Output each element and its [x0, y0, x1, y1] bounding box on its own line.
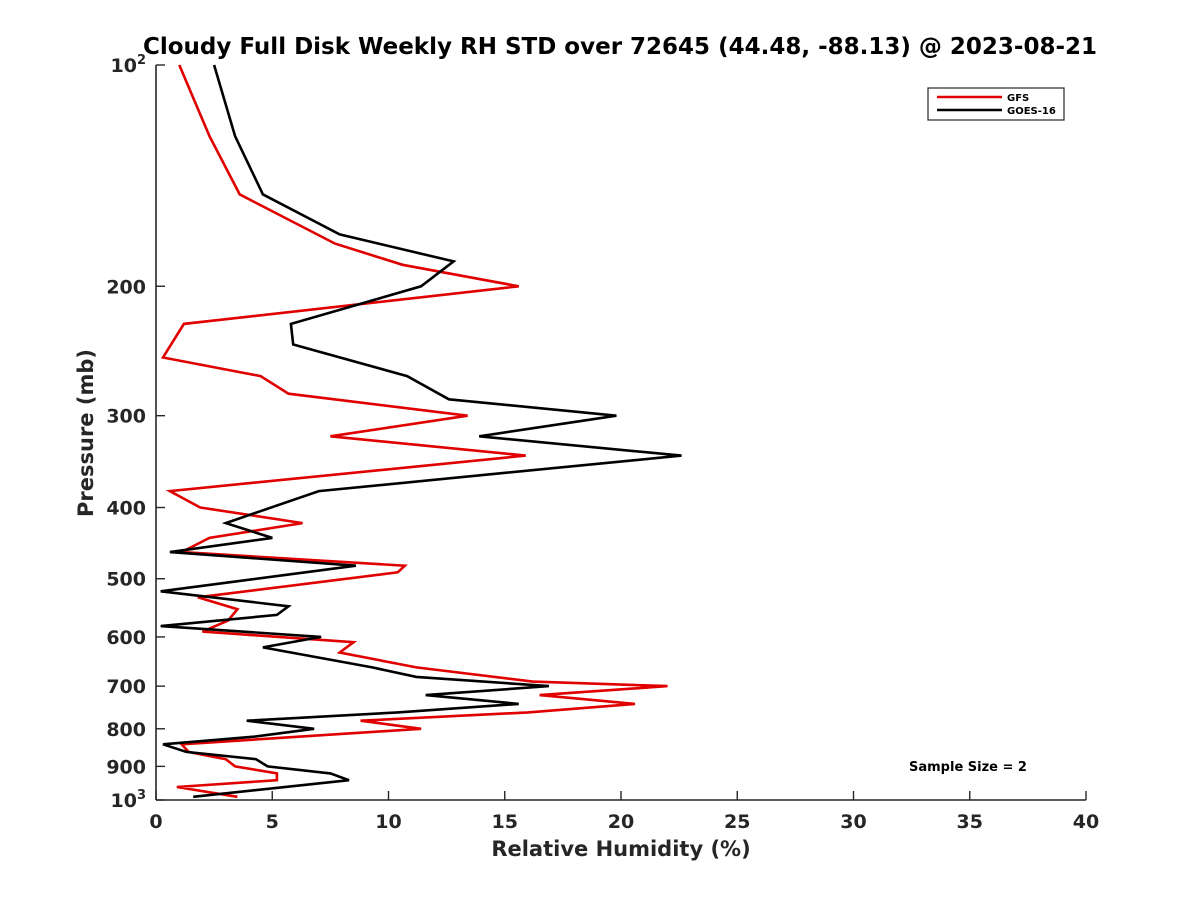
- y-tick-label: 300: [106, 406, 146, 428]
- y-tick-label: 103: [111, 788, 147, 812]
- x-tick-label: 20: [608, 811, 634, 833]
- series-line-goes16: [161, 65, 682, 797]
- y-tick-label: 102: [111, 53, 147, 77]
- x-tick-label: 30: [840, 811, 866, 833]
- legend-label-goes16: GOES-16: [1007, 106, 1056, 117]
- x-ticks: 0 5 10 15 20 25 30 35 40: [149, 791, 1099, 833]
- legend: GFS GOES-16: [928, 88, 1064, 120]
- series-lines: [161, 65, 682, 797]
- y-tick-label: 500: [106, 569, 146, 591]
- series-line-gfs: [163, 65, 668, 797]
- y-tick-label: 700: [106, 676, 146, 698]
- legend-label-gfs: GFS: [1007, 93, 1029, 104]
- y-tick-label: 200: [106, 276, 146, 298]
- y-tick-label: 900: [106, 756, 146, 778]
- y-tick-label: 800: [106, 719, 146, 741]
- y-axis-label: Pressure (mb): [74, 349, 98, 517]
- y-tick-label: 600: [106, 627, 146, 649]
- x-tick-label: 0: [149, 811, 162, 833]
- x-tick-label: 25: [724, 811, 750, 833]
- x-tick-label: 15: [492, 811, 518, 833]
- y-tick-label: 400: [106, 498, 146, 520]
- x-tick-label: 5: [266, 811, 279, 833]
- x-tick-label: 40: [1073, 811, 1099, 833]
- plot-area: 0 5 10 15 20 25 30 35 40 102 200 300 400 500 600 700 80…: [106, 53, 1099, 833]
- x-tick-label: 35: [957, 811, 983, 833]
- sample-size-annotation: Sample Size = 2: [909, 760, 1027, 775]
- x-axis-label: Relative Humidity (%): [491, 837, 750, 861]
- chart-title: Cloudy Full Disk Weekly RH STD over 7264…: [143, 34, 1097, 60]
- x-tick-label: 10: [375, 811, 401, 833]
